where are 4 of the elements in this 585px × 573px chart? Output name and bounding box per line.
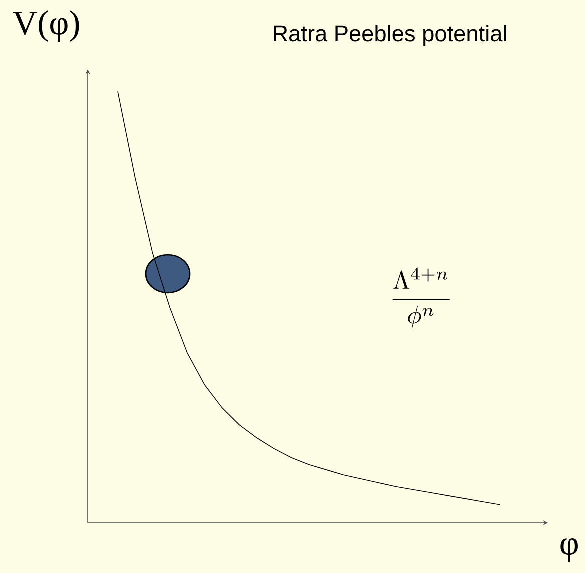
annotation: $\frac{\Lambda^{4+n}}{\phi^{n}}$ [392,268,450,329]
chart-title: Ratra Peebles potential [274,25,506,46]
y-axis-title: V(φ) [13,10,80,42]
x-axis-title: φ [560,538,578,562]
